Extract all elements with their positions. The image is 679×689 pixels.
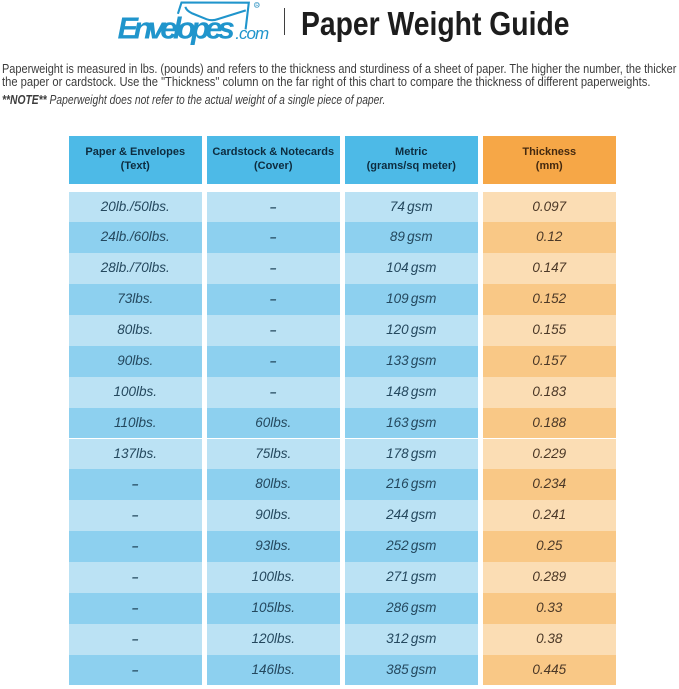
svg-text:R: R bbox=[255, 3, 259, 9]
svg-text:.com: .com bbox=[235, 24, 269, 43]
svg-text:Envelopes: Envelopes bbox=[118, 11, 236, 46]
